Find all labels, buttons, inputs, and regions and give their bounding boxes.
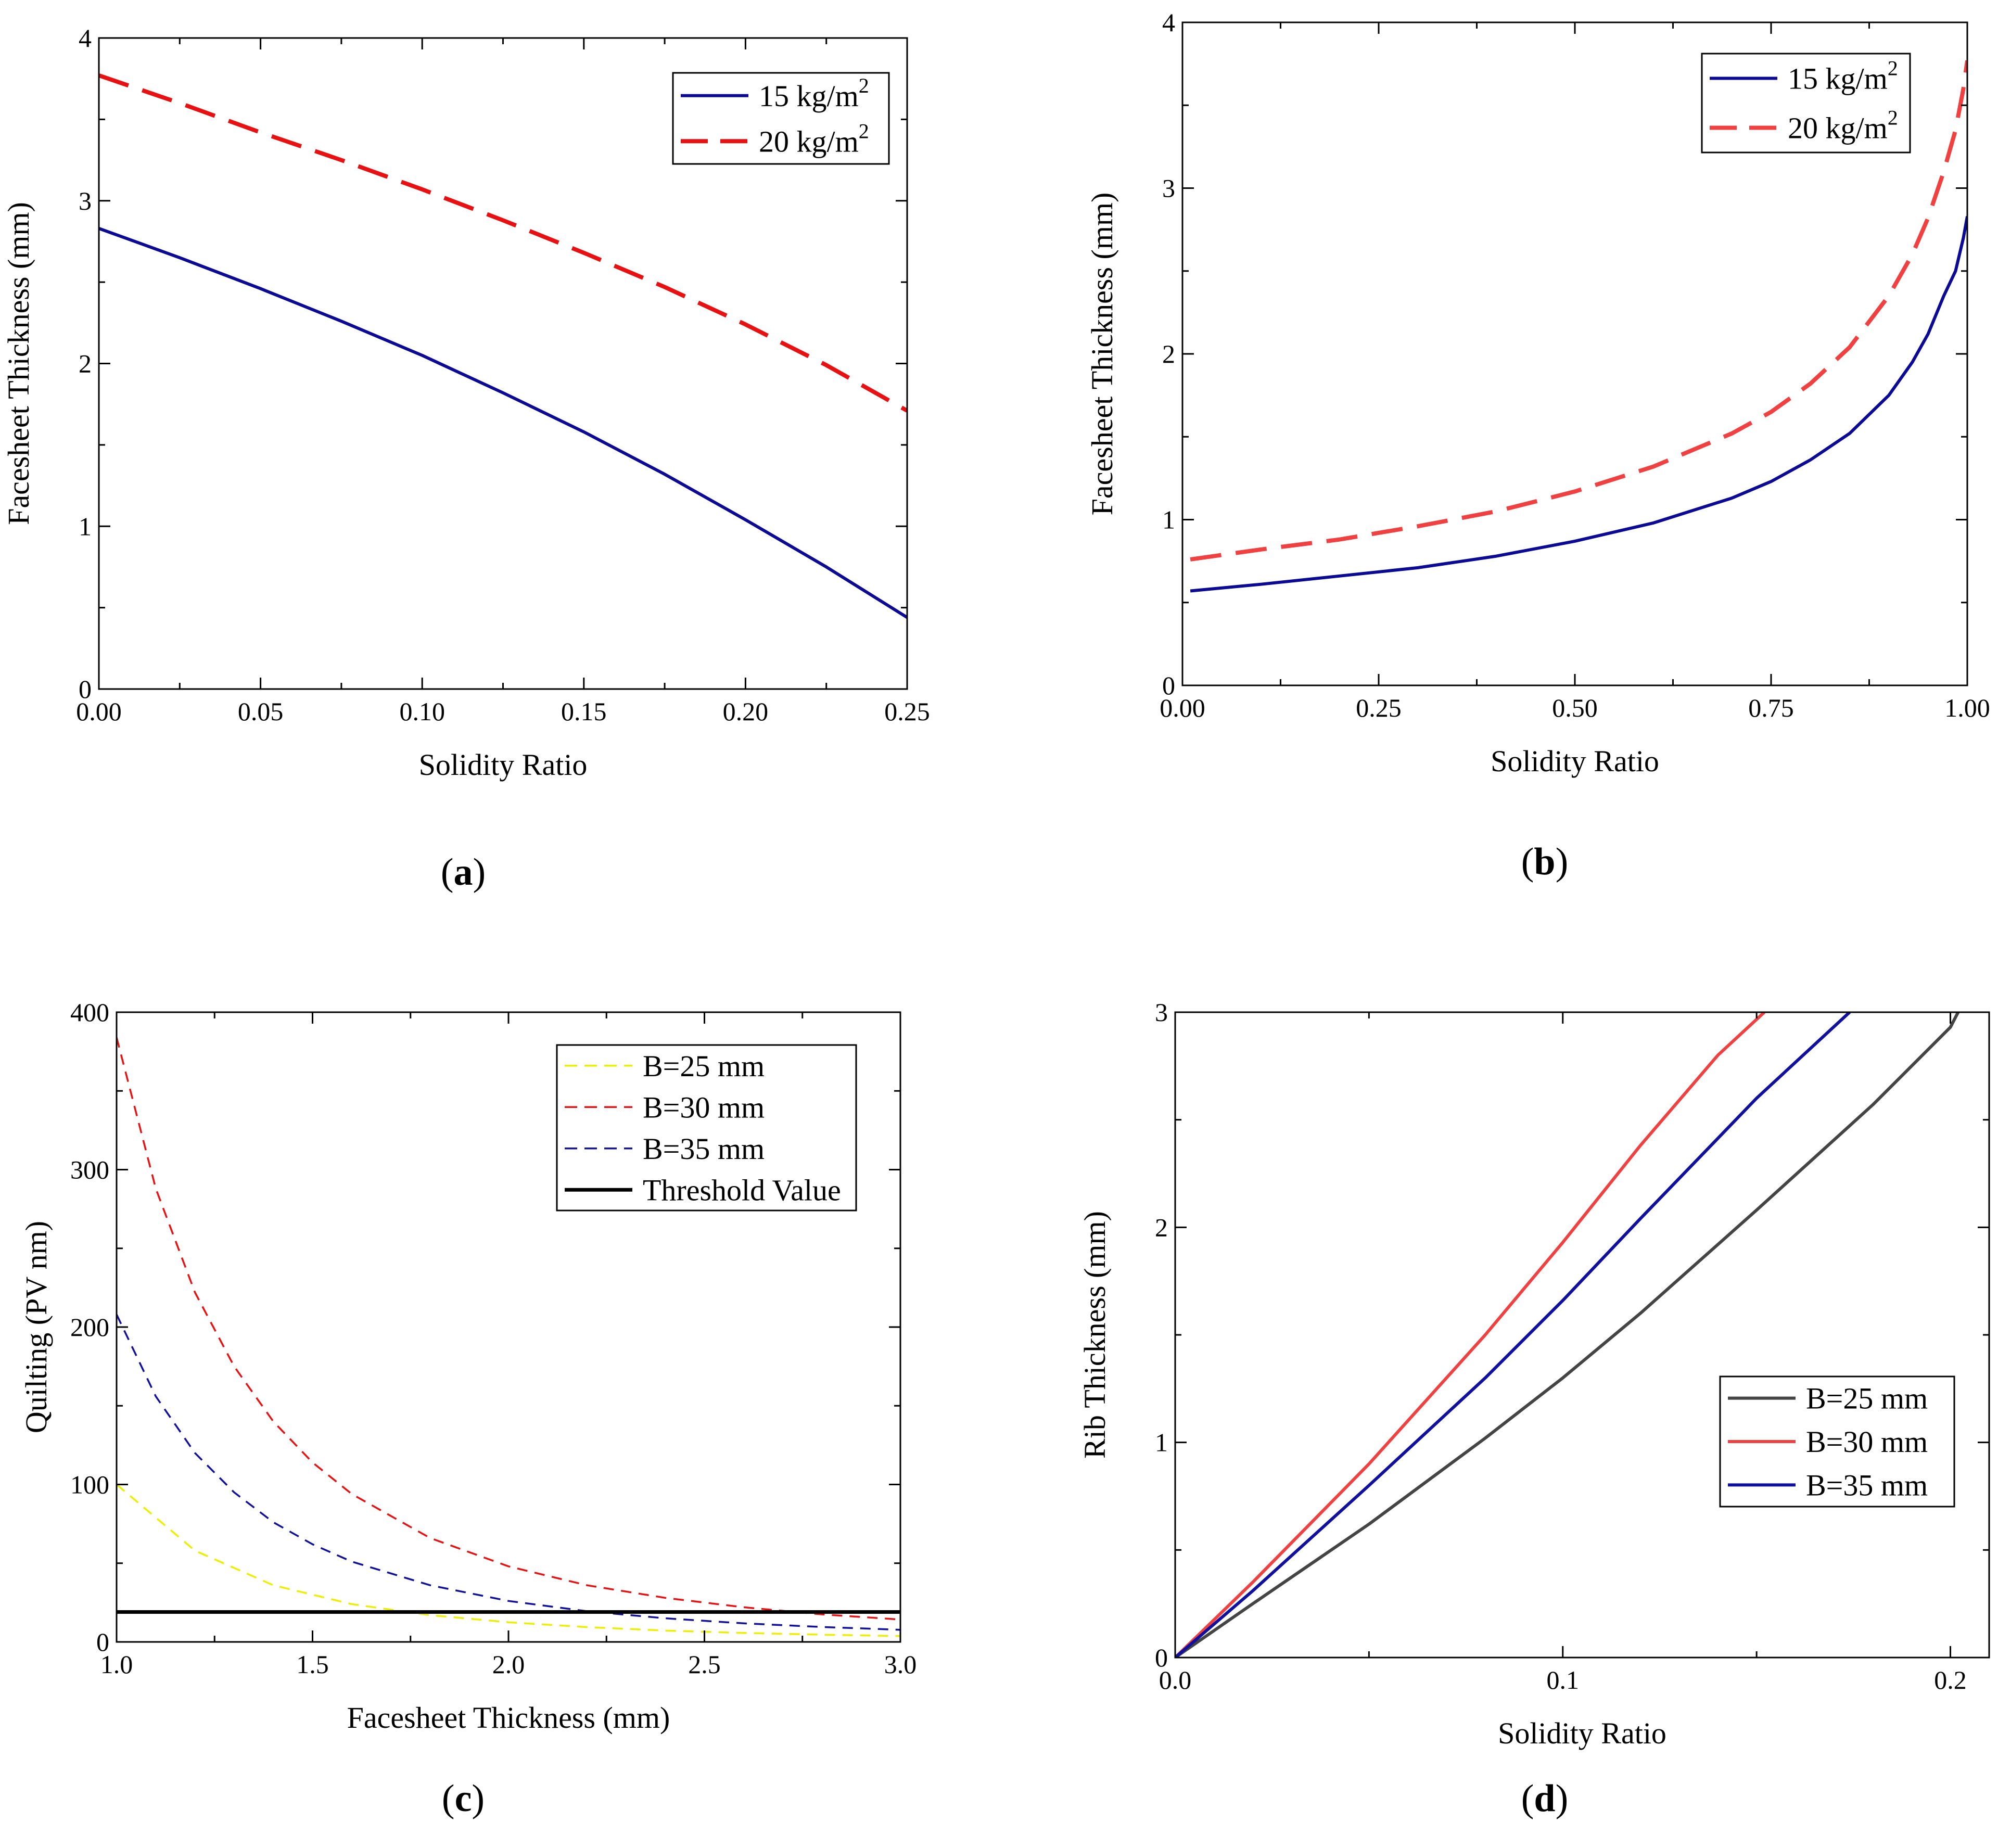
y-tick-label: 0 (1162, 671, 1175, 700)
legend-box (1701, 53, 1911, 154)
legend-label: B=30 mm (643, 1090, 765, 1124)
x-tick-label: 2.5 (688, 1650, 721, 1679)
series-group (117, 1037, 900, 1637)
legend-label: 20 kg/m2 (1788, 106, 1898, 145)
y-tick-label: 2 (1155, 1213, 1168, 1242)
x-tick-label: 0.00 (76, 697, 122, 726)
y-tick-label: 0 (79, 674, 92, 704)
x-tick-label: 0.25 (1356, 693, 1402, 722)
legend: B=25 mm B=30 mm B=35 mm Threshold Value (556, 1044, 857, 1212)
series-line-d-2 (1175, 1012, 1851, 1658)
y-tick-label: 1 (79, 512, 92, 541)
x-tick-label: 0.00 (1160, 693, 1205, 722)
legend-label: B=30 mm (1806, 1425, 1928, 1459)
y-tick-label: 1 (1155, 1428, 1168, 1457)
legend-label: 20 kg/m2 (759, 119, 869, 158)
panel-label: (c) (442, 1777, 485, 1820)
series-group (1175, 1012, 1960, 1658)
legend-box (672, 72, 890, 165)
series-group (1190, 60, 1967, 593)
x-tick-label: 0.75 (1748, 693, 1794, 722)
y-tick-label: 3 (1155, 998, 1168, 1027)
y-tick-label: 0 (96, 1627, 109, 1656)
x-axis-label: Solidity Ratio (1491, 744, 1659, 778)
y-tick-label: 300 (70, 1155, 109, 1184)
y-axis-label: Facesheet Thickness (mm) (2, 202, 35, 525)
legend: B=25 mm B=30 mm B=35 mm (1719, 1375, 1955, 1508)
y-tick-label: 4 (1162, 8, 1175, 37)
legend-label: 15 kg/m2 (1788, 57, 1898, 96)
y-axis-label: Facesheet Thickness (mm) (1085, 193, 1119, 516)
y-tick-label: 200 (70, 1312, 109, 1342)
series-line-b-0 (1190, 216, 1967, 593)
legend-label: B=35 mm (643, 1132, 765, 1166)
series-line-c-2 (117, 1314, 900, 1631)
x-tick-label: 0.0 (1159, 1665, 1192, 1694)
y-tick-label: 3 (79, 186, 92, 215)
legend-box (556, 1044, 857, 1212)
y-tick-label: 100 (70, 1470, 109, 1499)
chart-panel-c: 1.0 1.5 2.0 2.5 3.0 0 100 200 300 400 Facesheet Th… (19, 998, 917, 1820)
x-tick-label: 0.05 (238, 697, 284, 726)
legend: 15 kg/m2 20 kg/m2 (1701, 53, 1911, 154)
x-axis-label: Solidity Ratio (1498, 1716, 1666, 1750)
y-tick-label: 4 (79, 23, 92, 53)
legend-label: Threshold Value (643, 1173, 841, 1207)
series-line-a-1 (99, 73, 907, 413)
panel-label: (b) (1521, 840, 1568, 883)
x-tick-label: 1.0 (100, 1650, 133, 1679)
x-tick-label: 1.5 (296, 1650, 329, 1679)
x-tick-label: 0.2 (1934, 1665, 1967, 1694)
x-tick-label: 0.20 (723, 697, 769, 726)
panel-label: (a) (441, 851, 486, 894)
y-tick-label: 2 (1162, 339, 1175, 368)
series-line-d-0 (1175, 1012, 1960, 1658)
x-tick-label: 0.50 (1552, 693, 1598, 722)
chart-panel-a: 0.00 0.05 0.10 0.15 0.20 0.25 0 1 2 3 4 Solidity Ra… (2, 23, 930, 894)
series-group (99, 73, 907, 619)
series-line-c-1 (117, 1037, 900, 1621)
x-axis-label: Solidity Ratio (419, 748, 588, 782)
y-axis-label: Quilting (PV nm) (19, 1221, 53, 1433)
x-tick-label: 0.25 (884, 697, 930, 726)
y-tick-label: 1 (1162, 505, 1175, 534)
legend-label: B=35 mm (1806, 1468, 1928, 1502)
y-tick-label: 0 (1155, 1643, 1168, 1672)
legend: 15 kg/m2 20 kg/m2 (672, 72, 890, 165)
legend-label: B=25 mm (643, 1049, 765, 1083)
y-axis-label: Rib Thickness (mm) (1078, 1211, 1112, 1459)
series-line-c-0 (117, 1484, 900, 1637)
y-tick-label: 3 (1162, 174, 1175, 203)
x-axis-label: Facesheet Thickness (mm) (347, 1701, 670, 1735)
x-tick-label: 0.1 (1547, 1665, 1580, 1694)
x-tick-label: 3.0 (884, 1650, 917, 1679)
x-tick-label: 2.0 (492, 1650, 525, 1679)
panel-label: (d) (1521, 1777, 1568, 1820)
chart-panel-b: 0.00 0.25 0.50 0.75 1.00 0 1 2 3 4 Solidity Ratio F… (1085, 8, 1990, 883)
legend-label: B=25 mm (1806, 1382, 1928, 1416)
x-tick-label: 0.10 (399, 697, 445, 726)
series-line-d-1 (1175, 1012, 1766, 1658)
series-line-a-0 (99, 227, 907, 619)
y-tick-label: 400 (70, 998, 109, 1027)
y-tick-label: 2 (79, 349, 92, 378)
chart-panel-d: 0.0 0.1 0.2 0 1 2 3 Solidity Ratio Rib Thickness… (1078, 998, 1990, 1820)
x-tick-label: 0.15 (561, 697, 607, 726)
x-tick-label: 1.00 (1944, 693, 1990, 722)
legend-label: 15 kg/m2 (759, 74, 869, 113)
